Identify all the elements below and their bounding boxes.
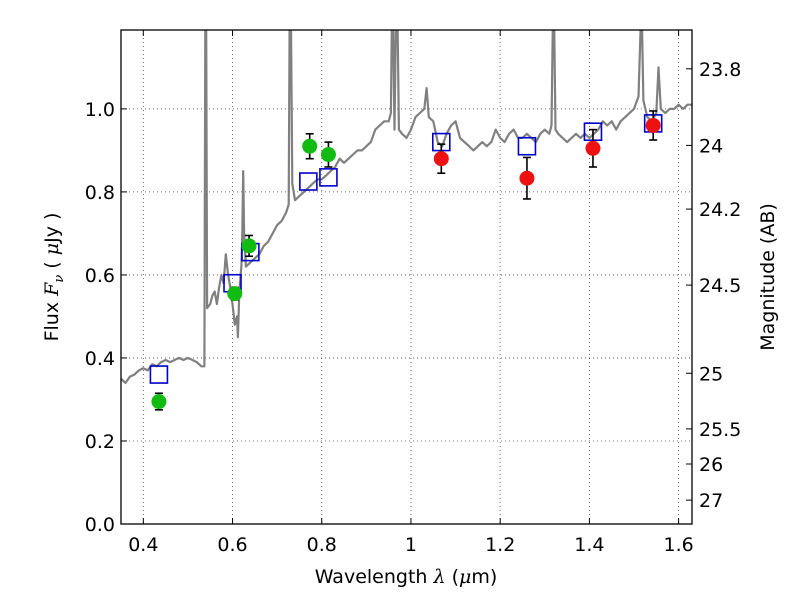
observed-green-point [151,394,167,410]
x-tick-label: 1.6 [664,534,694,556]
y2-tick-label: 23.8 [699,59,741,81]
y-tick-label: 0.4 [85,348,115,370]
y2-tick-label: 27 [699,490,723,512]
x-tick-label: 1.2 [485,534,515,556]
y2-tick-label: 25 [699,363,723,385]
x-tick-label: 1 [405,534,417,556]
x-tick-label: 1.4 [574,534,604,556]
x-tick-label: 0.4 [128,534,158,556]
x-tick-label: 0.6 [217,534,247,556]
model-square-point [299,172,318,191]
y-tick-label: 0.6 [85,265,115,287]
model-square-point [149,365,169,384]
y-tick-label: 0.2 [85,431,115,453]
y2-tick-label: 25.5 [699,419,741,441]
y-tick-label: 1.0 [85,99,115,121]
observed-green-point [241,238,257,254]
observed-red-point [585,140,601,156]
y2-tick-label: 24.2 [699,199,741,221]
observed-green-point [227,286,243,302]
y-tick-label: 0.8 [85,182,115,204]
y2-tick-label: 26 [699,454,723,476]
observed-green-point [320,147,336,163]
observed-red-point [519,170,535,186]
observed-red-point [433,151,449,167]
model-spectrum-line [121,30,692,384]
x-tick-label: 0.8 [307,534,337,556]
model-square-point [517,136,537,156]
plot-data [121,30,692,411]
x-axis-label: Wavelength λ (μm) [315,566,498,588]
axis-ticks: 0.4 0.6 0.8 1 1.2 1.4 1.6 0.0 0.2 0.4 0.6 0.8 1.0 23.… [85,30,741,556]
model-square-point [319,168,338,187]
y2-axis-label: Magnitude (AB) [757,203,779,351]
y-tick-label: 0.0 [85,514,115,536]
plot-frame [120,29,693,525]
y-axis-label: Flux Fν ( μJy ) [41,213,67,342]
observed-red-point [645,117,661,133]
y2-tick-label: 24 [699,135,723,157]
observed-green-point [302,138,318,154]
y2-tick-label: 24.5 [699,275,741,297]
